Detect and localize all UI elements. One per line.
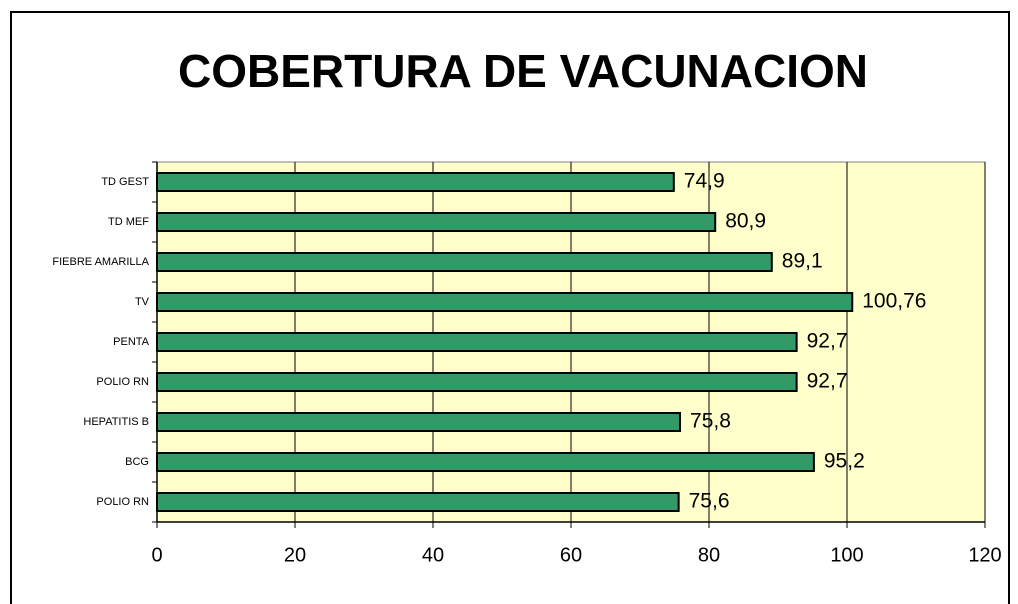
bar (156, 212, 717, 232)
y-tick-label: FIEBRE AMARILLA (52, 256, 149, 268)
bar (156, 412, 682, 432)
x-tick-label: 100 (830, 544, 863, 566)
bar (156, 172, 675, 192)
value-label: 75,8 (690, 410, 731, 433)
y-tick-label: TD MEF (108, 216, 149, 228)
value-label: 89,1 (782, 250, 823, 273)
value-label: 74,9 (684, 170, 725, 193)
bar (156, 332, 798, 352)
x-tick-label: 0 (151, 544, 162, 566)
value-label: 92,7 (807, 330, 848, 353)
x-tick-label: 20 (284, 544, 306, 566)
bar (156, 492, 680, 512)
y-tick-label: TV (135, 296, 150, 308)
x-tick-label: 120 (968, 544, 1001, 566)
value-label: 75,6 (689, 490, 730, 513)
y-tick-label: TD GEST (101, 176, 149, 188)
x-tick-label: 40 (422, 544, 444, 566)
y-tick-label: PENTA (113, 336, 150, 348)
bar (156, 252, 773, 272)
y-tick-label: HEPATITIS B (83, 416, 149, 428)
bar (156, 372, 798, 392)
x-tick-label: 80 (698, 544, 720, 566)
y-tick-label: POLIO RN (96, 496, 149, 508)
y-tick-label: POLIO RN (96, 376, 149, 388)
value-label: 80,9 (725, 210, 766, 233)
y-tick-label: BCG (125, 456, 149, 468)
bar (156, 452, 815, 472)
bar (156, 292, 854, 312)
x-tick-label: 60 (560, 544, 582, 566)
value-label: 100,76 (862, 290, 926, 313)
value-label: 95,2 (824, 450, 865, 473)
value-label: 92,7 (807, 370, 848, 393)
chart-title: COBERTURA DE VACUNACION (178, 45, 868, 97)
